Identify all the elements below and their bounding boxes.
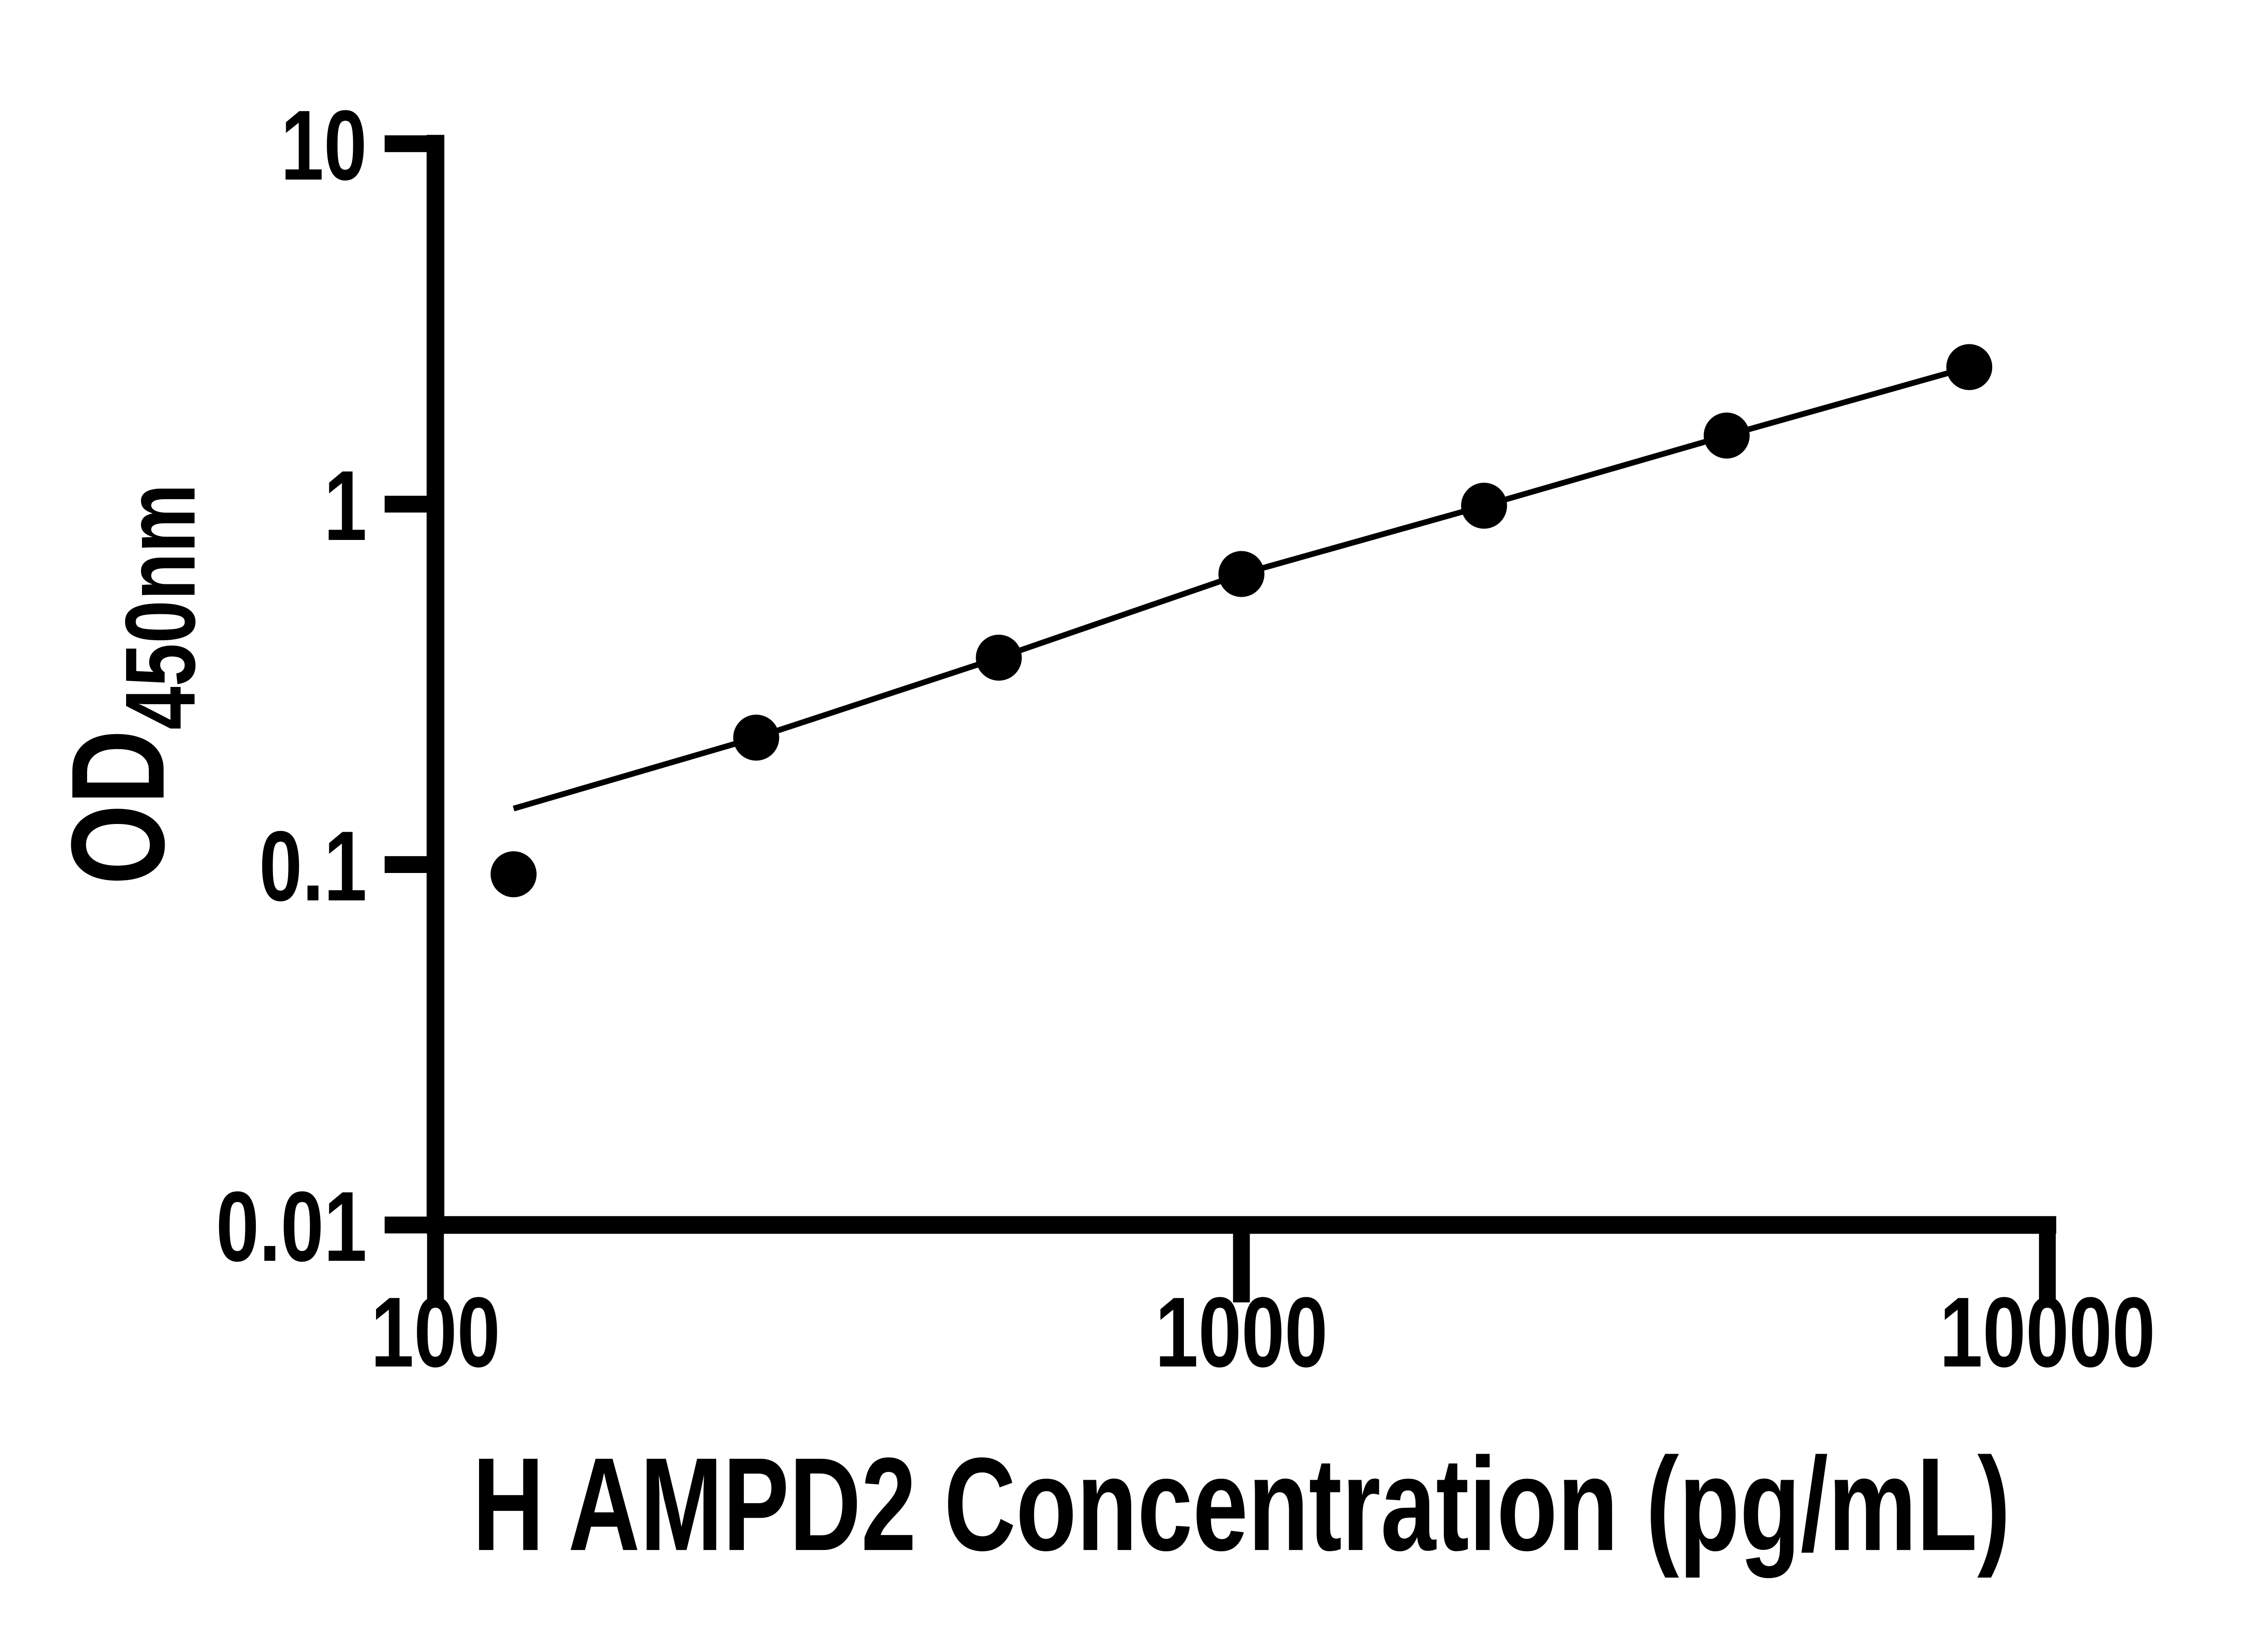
data-points [490,344,1993,897]
data-point [1218,551,1265,597]
x-axis-tick-labels: 100 1000 10000 [371,1277,2155,1388]
data-point [1703,412,1750,459]
data-point [733,715,779,761]
data-point [976,634,1022,681]
chart-background [0,0,2268,1587]
x-tick-label: 1000 [1155,1277,1328,1388]
data-point [490,851,537,897]
x-tick-label: 100 [371,1277,500,1388]
y-tick-label: 0.01 [216,1171,367,1282]
y-axis-ticks [384,135,436,1234]
y-tick-label: 10 [281,90,367,201]
data-point [1461,482,1507,529]
x-tick-label: 10000 [1940,1277,2156,1388]
y-tick-label: 0.1 [259,810,367,922]
x-axis-ticks [427,1225,2056,1303]
standard-curve-chart: 10 1 0.1 0.01 100 1000 10000 H AMPD2 Concentr… [0,0,2268,1587]
y-tick-label: 1 [324,450,367,561]
data-point [1946,344,1993,390]
y-axis-title: OD 450nm [44,484,216,885]
y-axis-title-main: OD [44,730,192,885]
y-axis-tick-labels: 10 1 0.1 0.01 [216,90,367,1282]
y-axis-title-subscript: 450nm [105,484,216,730]
x-axis-title: H AMPD2 Concentration (pg/mL) [472,1430,2010,1579]
